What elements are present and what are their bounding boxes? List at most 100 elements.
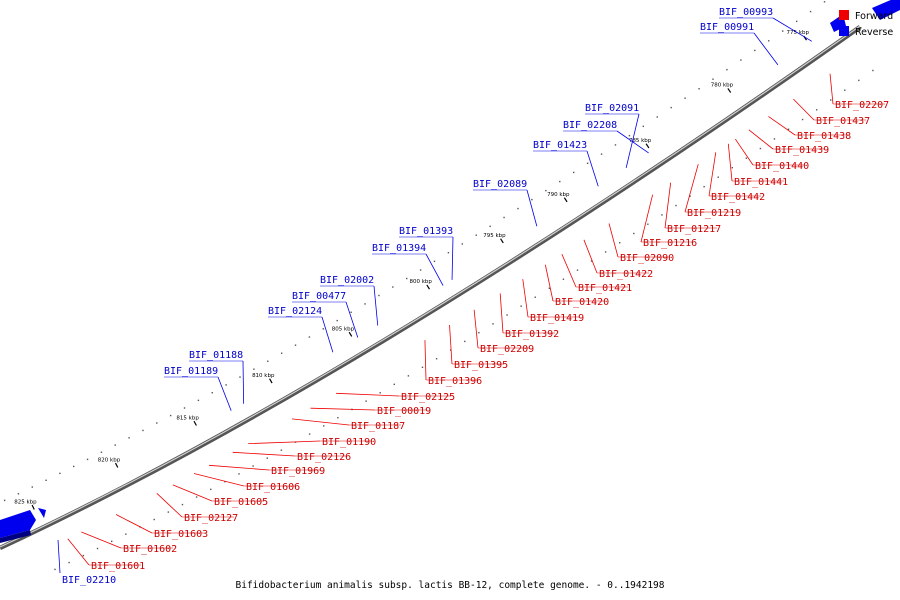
gene-label[interactable]: BIF_00019 [377, 406, 431, 417]
gene-label[interactable]: BIF_01396 [428, 376, 482, 387]
scale-tick-label: 810 kbp [252, 373, 275, 379]
forward-gene-arrow[interactable] [426, 319, 428, 324]
gene-label[interactable]: BIF_01423 [533, 140, 587, 151]
gene-label[interactable]: BIF_00993 [719, 7, 773, 18]
forward-gene-arrow[interactable] [236, 431, 238, 436]
forward-gene-arrow[interactable] [213, 444, 215, 449]
reverse-gene-arrow[interactable] [0, 510, 36, 543]
label-leader-line [209, 464, 270, 471]
gene-label[interactable]: BIF_02210 [62, 575, 116, 586]
gene-label[interactable]: BIF_01219 [687, 208, 741, 219]
forward-gene-arrow[interactable] [775, 91, 777, 96]
gene-label[interactable]: BIF_00477 [292, 291, 346, 302]
forward-gene-arrow[interactable] [66, 521, 68, 526]
forward-gene-arrow[interactable] [145, 480, 147, 485]
label-leader-line [449, 324, 453, 365]
gene-label[interactable]: BIF_01437 [816, 116, 870, 127]
forward-gene-arrow[interactable] [747, 110, 749, 115]
scale-tick-mark [114, 462, 119, 468]
gene-label[interactable]: BIF_01441 [734, 177, 788, 188]
gene-label[interactable]: BIF_01421 [578, 283, 632, 294]
gene-label[interactable]: BIF_02127 [184, 513, 238, 524]
gene-label[interactable]: BIF_01440 [755, 161, 809, 172]
label-leader-line [793, 98, 815, 121]
gene-label[interactable]: BIF_01969 [271, 466, 325, 477]
forward-gene-arrow[interactable] [697, 144, 699, 149]
gene-label[interactable]: BIF_01601 [91, 561, 145, 572]
scale-tick-label: 825 kbp [14, 500, 37, 506]
forward-gene-arrow[interactable] [731, 121, 733, 126]
gene-label[interactable]: BIF_01420 [555, 297, 609, 308]
label-leader-line [57, 539, 61, 574]
forward-gene-arrow[interactable] [545, 245, 547, 250]
gene-label[interactable]: BIF_01216 [643, 238, 697, 249]
forward-gene-arrow[interactable] [478, 287, 480, 292]
forward-gene-arrow[interactable] [587, 217, 589, 222]
gene-label[interactable]: BIF_01439 [775, 145, 829, 156]
label-leader-line [734, 138, 754, 166]
label-leader-line [772, 17, 813, 42]
gene-label[interactable]: BIF_02124 [268, 306, 322, 317]
gene-label[interactable]: BIF_01190 [322, 437, 376, 448]
gene-label[interactable]: BIF_01395 [454, 360, 508, 371]
forward-gene-arrow[interactable] [313, 387, 315, 392]
gene-label[interactable]: BIF_01392 [505, 329, 559, 340]
forward-gene-arrow[interactable] [654, 173, 656, 178]
gene-label[interactable]: BIF_02002 [320, 275, 374, 286]
forward-gene-arrow[interactable] [812, 65, 814, 70]
forward-gene-arrow[interactable] [55, 526, 57, 531]
forward-gene-arrow[interactable] [504, 271, 506, 276]
forward-gene-arrow[interactable] [561, 234, 563, 239]
scale-tick-label: 800 kbp [409, 279, 432, 285]
reverse-gene-arrow[interactable] [37, 507, 46, 518]
gene-label[interactable]: BIF_02208 [563, 120, 617, 131]
gene-label[interactable]: BIF_01605 [214, 497, 268, 508]
gene-label[interactable]: BIF_02125 [401, 392, 455, 403]
scale-tick-label: 785 kbp [629, 138, 652, 144]
label-leader-line [608, 223, 619, 258]
legend: Forward Reverse [839, 10, 893, 38]
gene-label[interactable]: BIF_01187 [351, 421, 405, 432]
gene-label[interactable]: BIF_01422 [599, 269, 653, 280]
forward-gene-arrow[interactable] [192, 455, 194, 460]
forward-gene-arrow[interactable] [275, 409, 277, 414]
gene-label[interactable]: BIF_02091 [585, 103, 639, 114]
gene-label[interactable]: BIF_02089 [473, 179, 527, 190]
forward-gene-arrow[interactable] [525, 257, 527, 262]
label-leader-line [217, 376, 232, 411]
label-leader-line [625, 113, 640, 168]
gene-label[interactable]: BIF_01602 [123, 544, 177, 555]
gene-label[interactable]: BIF_01419 [530, 313, 584, 324]
forward-gene-arrow[interactable] [152, 477, 154, 482]
label-leader-line [67, 538, 90, 566]
forward-gene-arrow[interactable] [294, 398, 296, 403]
label-leader-line [829, 73, 834, 105]
gene-label[interactable]: BIF_02207 [835, 100, 889, 111]
gene-label[interactable]: BIF_01188 [189, 350, 243, 361]
label-leader-line [544, 264, 554, 302]
gene-label[interactable]: BIF_01189 [164, 366, 218, 377]
scale-tick-label: 795 kbp [483, 233, 506, 239]
gene-label[interactable]: BIF_01442 [711, 192, 765, 203]
gene-label[interactable]: BIF_01438 [797, 131, 851, 142]
gene-label[interactable]: BIF_02090 [620, 253, 674, 264]
gene-label[interactable]: BIF_00991 [700, 22, 754, 33]
gene-label[interactable]: BIF_01603 [154, 529, 208, 540]
gene-label[interactable]: BIF_01393 [399, 226, 453, 237]
forward-gene-arrow[interactable] [462, 297, 464, 302]
forward-gene-arrow[interactable] [720, 129, 722, 134]
gene-label[interactable]: BIF_02126 [297, 452, 351, 463]
gene-label[interactable]: BIF_02209 [480, 344, 534, 355]
gene-label[interactable]: BIF_01606 [246, 482, 300, 493]
gene-label[interactable]: BIF_01217 [667, 224, 721, 235]
forward-gene-arrow[interactable] [715, 132, 717, 137]
label-leader-line [425, 253, 444, 286]
forward-gene-arrow[interactable] [632, 188, 634, 193]
gene-label[interactable]: BIF_01394 [372, 243, 426, 254]
forward-gene-arrow[interactable] [405, 332, 407, 337]
forward-gene-arrow[interactable] [680, 156, 682, 161]
label-leader-line [473, 309, 479, 349]
forward-gene-arrow[interactable] [178, 463, 180, 468]
forward-gene-arrow[interactable] [82, 513, 84, 518]
